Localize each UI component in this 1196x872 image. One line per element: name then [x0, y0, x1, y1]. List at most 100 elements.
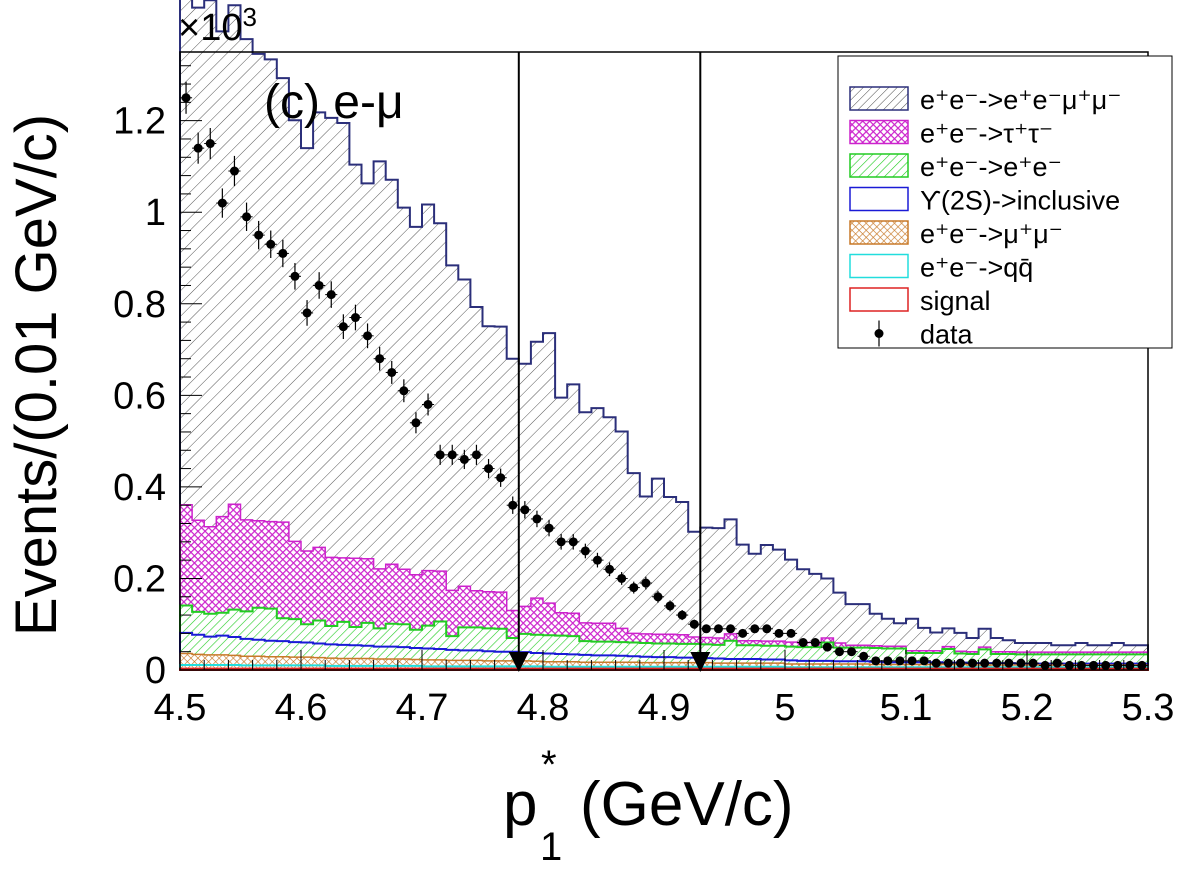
data-point: [193, 143, 203, 153]
data-point: [592, 555, 602, 565]
data-point: [726, 624, 736, 634]
y-axis-title: Events/(0.01 GeV/c): [4, 114, 69, 636]
data-point: [532, 514, 542, 524]
data-point: [399, 386, 409, 396]
x-axis-title-subscript: 1: [540, 825, 562, 869]
cut-lines: [508, 52, 711, 672]
data-point: [617, 573, 627, 583]
data-point: [810, 638, 820, 648]
legend-label: e⁺e⁻->e⁺e⁻μ⁺μ⁻: [920, 85, 1121, 115]
data-point: [580, 546, 590, 556]
data-point: [484, 464, 494, 474]
legend-label: ϒ(2S)->inclusive: [920, 186, 1120, 216]
data-point: [689, 619, 699, 629]
data-point: [375, 354, 385, 364]
y-scale-factor: ×103: [178, 2, 257, 49]
data-point: [254, 230, 264, 240]
data-point: [1125, 660, 1135, 670]
series-6: [179, 667, 1149, 671]
data-point: [871, 656, 881, 666]
y-tick-label: 0.8: [113, 284, 166, 326]
data-point: [605, 564, 615, 574]
data-point: [713, 624, 723, 634]
legend-swatch: [849, 253, 909, 279]
legend: e⁺e⁻->e⁺e⁻μ⁺μ⁻ e⁺e⁻->τ⁺τ⁻e⁺e⁻->e⁺e⁻ ϒ(2S)-…: [837, 55, 1173, 350]
legend-marker: [874, 329, 884, 338]
series-3: [179, 631, 1149, 671]
legend-label: e⁺e⁻->τ⁺τ⁻: [920, 119, 1053, 149]
data-point: [1052, 658, 1062, 668]
x-tick-label: 5.1: [880, 687, 933, 729]
axes: 4.5 4.6 4.7 4.8 4.9 5 5.1 5.2 5.3 0 0.2 0.4 0.6 0.8 1 1…: [113, 65, 1175, 729]
data-point: [205, 139, 215, 149]
data-point: [931, 658, 941, 668]
x-axis-title: p 1 * (GeV/c): [503, 743, 794, 869]
data-point: [508, 500, 518, 510]
data-point: [1076, 660, 1086, 670]
data-point: [278, 248, 288, 258]
x-axis-title-superscript: *: [541, 743, 557, 787]
y-tick-label: 1.2: [113, 101, 166, 143]
data-point: [1137, 660, 1147, 670]
legend-label: e⁺e⁻->e⁺e⁻: [920, 152, 1062, 182]
data-point: [350, 313, 360, 323]
data-point: [895, 656, 905, 666]
legend-label: e⁺e⁻->qq̄: [920, 253, 1033, 283]
data-point: [968, 658, 978, 668]
y-tick-label: 0.2: [113, 558, 166, 600]
x-tick-label: 5.3: [1122, 687, 1175, 729]
data-point: [290, 271, 300, 281]
panel-label: (c) e-μ: [264, 76, 404, 129]
data-point: [798, 638, 808, 648]
data-point: [665, 601, 675, 611]
data-point: [943, 658, 953, 668]
data-point: [217, 198, 227, 208]
y-tick-label: 0.4: [113, 467, 166, 509]
data-point: [677, 610, 687, 620]
data-point: [822, 642, 832, 652]
data-point: [568, 537, 578, 547]
legend-swatch: [849, 287, 909, 312]
data-point: [242, 212, 252, 222]
data-point: [544, 523, 554, 533]
x-tick-label: 5: [774, 687, 795, 729]
data-point: [459, 454, 469, 464]
data-point: [701, 624, 711, 634]
data-point: [1064, 660, 1074, 670]
data-point: [762, 624, 772, 634]
y-tick-label: 0.6: [113, 375, 166, 417]
legend-label: signal: [920, 286, 991, 316]
data-point: [859, 651, 869, 661]
data-point: [363, 331, 373, 341]
legend-swatch: [849, 119, 909, 145]
data-point: [338, 322, 348, 332]
data-point: [423, 399, 433, 409]
x-tick-label: 4.9: [638, 687, 691, 729]
data-point: [919, 656, 929, 666]
x-axis-title-main: p: [503, 770, 537, 839]
data-point: [1016, 658, 1026, 668]
data-point: [314, 280, 324, 290]
x-tick-label: 5.2: [1001, 687, 1054, 729]
data-point: [847, 647, 857, 657]
data-point: [834, 647, 844, 657]
data-point: [629, 583, 639, 593]
legend-label: data: [920, 320, 974, 350]
x-tick-label: 4.5: [154, 687, 207, 729]
data-point: [447, 450, 457, 460]
legend-swatch: [849, 220, 909, 245]
data-point: [181, 93, 191, 103]
x-tick-label: 4.7: [396, 687, 449, 729]
data-point: [955, 658, 965, 668]
legend-swatch: [849, 153, 909, 178]
data-point: [641, 578, 651, 588]
data-point: [774, 628, 784, 638]
data-point: [750, 624, 760, 634]
data-point: [1101, 660, 1111, 670]
data-point: [1113, 660, 1123, 670]
data-point: [229, 166, 239, 176]
data-point: [520, 505, 530, 515]
x-tick-label: 4.8: [517, 687, 570, 729]
data-point: [1089, 660, 1099, 670]
